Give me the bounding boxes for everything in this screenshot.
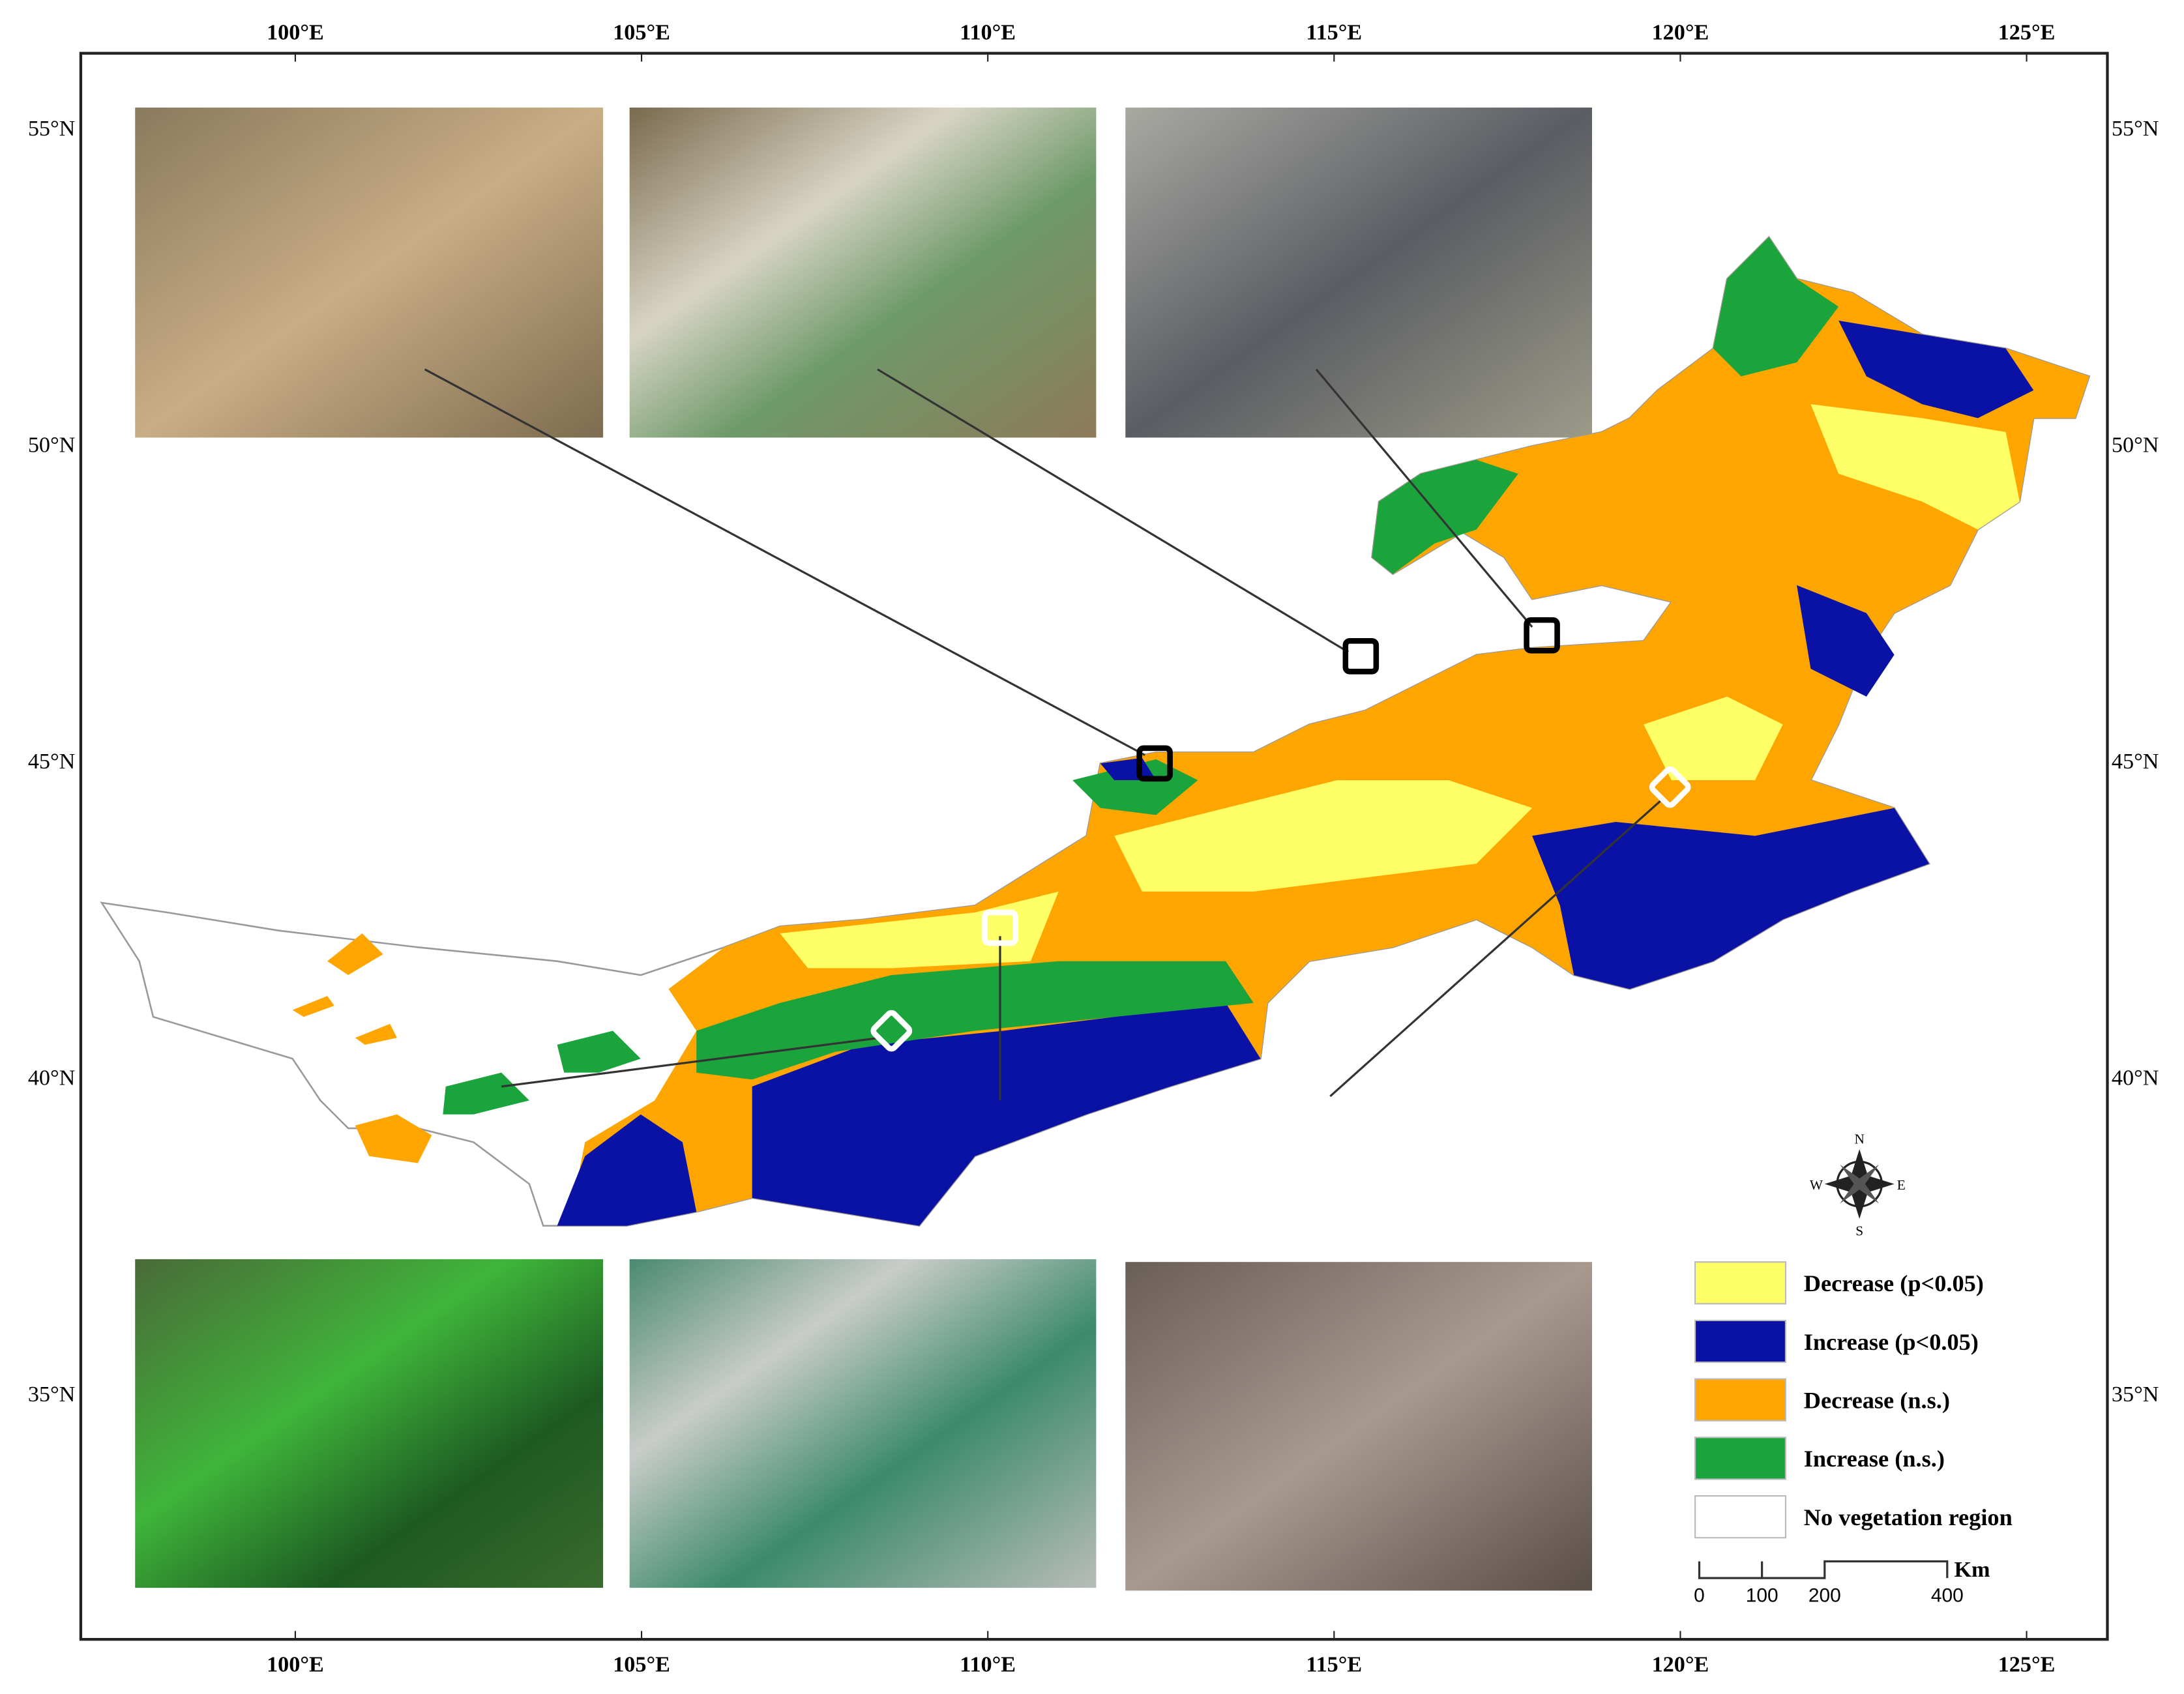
leader-line <box>877 368 1349 653</box>
leader-line <box>424 368 1145 756</box>
scale-unit: Km <box>1954 1558 1990 1582</box>
site-box <box>1524 617 1560 654</box>
scale-label: 100 <box>1746 1584 1778 1606</box>
legend-swatch <box>1694 1319 1787 1364</box>
site-box <box>870 1010 913 1052</box>
site-box <box>982 909 1018 946</box>
compass-label: W <box>1810 1177 1823 1193</box>
latitude-label: 55°N <box>28 117 76 141</box>
trend-patch <box>1532 808 1930 989</box>
compass-label: S <box>1855 1223 1863 1239</box>
photo-panel <box>1125 108 1592 438</box>
photo-panel <box>135 108 604 438</box>
trend-patch <box>355 1023 397 1045</box>
trend-patch <box>355 1114 432 1163</box>
scale-label: 400 <box>1931 1584 1964 1606</box>
scale-line <box>1698 1560 1949 1579</box>
latitude-label: 35°N <box>2112 1382 2159 1407</box>
photo-panel <box>1125 1262 1592 1591</box>
trend-patch <box>1372 460 1518 574</box>
legend-label: Increase (n.s.) <box>1804 1446 1945 1472</box>
trend-patch <box>327 933 383 976</box>
longitude-label: 125°E <box>1998 20 2056 44</box>
legend: Decrease (p<0.05) Increase (p<0.05) Decrea… <box>1694 1261 2013 1539</box>
longitude-label: 125°E <box>1998 1652 2056 1676</box>
latitude-label: 45°N <box>2112 750 2159 774</box>
trend-patch <box>752 1002 1261 1226</box>
legend-swatch <box>1694 1261 1787 1305</box>
trend-patch <box>1713 237 1839 377</box>
leader-line <box>1329 800 1661 1098</box>
trend-patch <box>1810 404 2020 530</box>
compass-label: N <box>1854 1132 1864 1147</box>
site-markers <box>870 617 1691 1052</box>
latitude-label: 45°N <box>28 750 76 774</box>
trend-patch <box>1644 696 1783 780</box>
legend-swatch <box>1694 1437 1787 1480</box>
longitude-label: 120°E <box>1652 20 1709 44</box>
photo-panel <box>629 108 1097 438</box>
legend-label: Decrease (n.s.) <box>1804 1388 1950 1414</box>
leader-line <box>501 1036 881 1088</box>
photo-panel <box>135 1259 604 1588</box>
legend-label: Decrease (p<0.05) <box>1804 1270 1984 1296</box>
legend-label: Increase (p<0.05) <box>1804 1329 1979 1355</box>
trend-patch <box>292 996 334 1017</box>
latitude-label: 40°N <box>2112 1066 2159 1090</box>
compass-label: E <box>1897 1177 1906 1193</box>
longitude-label: 100°E <box>267 1652 324 1676</box>
longitude-label: 100°E <box>267 20 324 44</box>
site-box <box>1649 766 1691 808</box>
longitude-label: 115°E <box>1306 20 1362 44</box>
leader-line <box>1315 368 1533 628</box>
latitude-label: 50°N <box>28 433 76 457</box>
longitude-label: 105°E <box>613 1652 670 1676</box>
legend-swatch <box>1694 1495 1787 1539</box>
legend-swatch <box>1694 1378 1787 1422</box>
longitude-label: 120°E <box>1652 1652 1709 1676</box>
compass-star <box>1840 1164 1880 1204</box>
longitude-label: 115°E <box>1306 1652 1362 1676</box>
legend-label: No vegetation region <box>1804 1504 2013 1530</box>
compass-ring <box>1836 1160 1883 1208</box>
leader-lines <box>424 368 1661 1101</box>
trend-patch <box>443 1072 529 1115</box>
longitude-label: 110°E <box>960 1652 1016 1676</box>
site-box <box>1136 745 1173 782</box>
trend-patch <box>696 961 1254 1080</box>
latitude-label: 40°N <box>28 1066 76 1090</box>
photo-panel <box>629 1259 1097 1588</box>
latitude-label: 55°N <box>2112 117 2159 141</box>
study-region <box>100 235 2091 1227</box>
trend-patch <box>1114 780 1533 892</box>
trend-patch <box>557 1030 641 1073</box>
site-box <box>1342 638 1380 675</box>
latitude-label: 50°N <box>2112 433 2159 457</box>
trend-patch <box>557 1114 697 1226</box>
trend-patch <box>1072 759 1198 815</box>
latitude-label: 35°N <box>28 1382 76 1407</box>
scale-label: 0 <box>1694 1584 1705 1606</box>
graticule-labels: 100°E 100°E 105°E 105°E 110°E 110°E 115°E 115°E… <box>28 20 2159 1676</box>
scale-label: 200 <box>1808 1584 1841 1606</box>
longitude-label: 110°E <box>960 20 1016 44</box>
compass: N S E W <box>1810 1132 1906 1239</box>
longitude-label: 105°E <box>613 20 670 44</box>
photo-panels <box>135 108 1592 1591</box>
trend-patch <box>1797 585 1895 697</box>
